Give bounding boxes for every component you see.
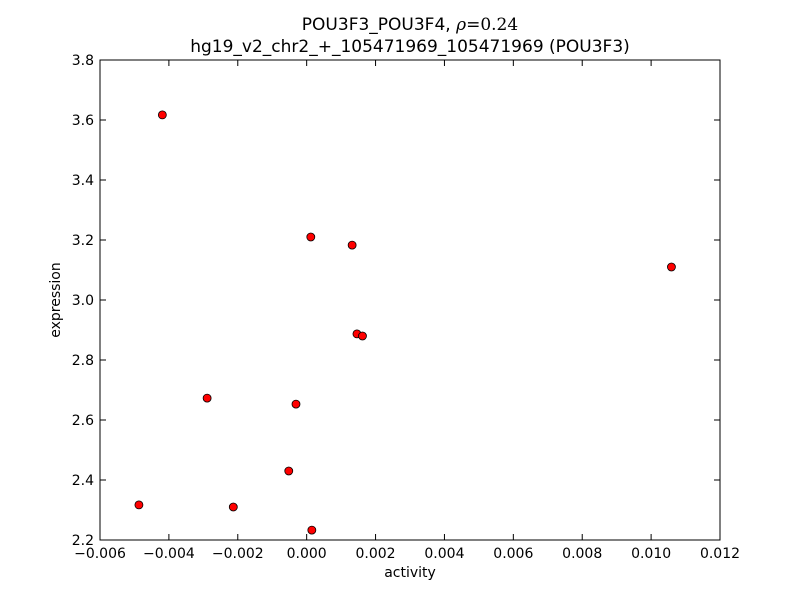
x-tick-label: 0.010 — [631, 546, 671, 562]
x-tick-label: 0.006 — [493, 546, 533, 562]
data-point — [307, 525, 317, 535]
y-tick-label: 3.4 — [72, 173, 94, 189]
plot-area — [99, 59, 721, 541]
data-point — [134, 500, 144, 510]
y-axis: 2.2 2.4 2.6 2.8 3.0 3.2 3.4 3.6 3.8 — [72, 53, 720, 549]
y-tick-label: 2.4 — [72, 473, 94, 489]
data-point — [157, 110, 167, 120]
plot-frame — [99, 59, 721, 541]
x-tick-label: 0.002 — [356, 546, 396, 562]
y-tick-label: 3.6 — [72, 113, 94, 129]
y-tick-label: 2.6 — [72, 413, 94, 429]
x-tick-label: 0.000 — [287, 546, 327, 562]
data-point — [667, 262, 676, 272]
data-point — [358, 331, 367, 341]
data-point — [202, 393, 212, 403]
data-points — [134, 110, 676, 535]
x-axis-label: activity — [384, 565, 436, 581]
data-point — [284, 466, 294, 476]
rho-value: 0.24 — [480, 15, 518, 35]
data-point — [228, 502, 238, 512]
x-tick-label: −0.006 — [74, 546, 126, 562]
y-tick-label: 3.0 — [72, 293, 94, 309]
data-point — [347, 240, 357, 250]
chart-subtitle: hg19_v2_chr2_+_105471969_105471969 (POU3… — [190, 37, 630, 57]
y-axis-label: expression — [48, 262, 64, 338]
data-point — [306, 232, 316, 242]
y-tick-label: 3.2 — [72, 233, 94, 249]
chart-title: POU3F3_POU3F4, ρ=0.24 — [302, 15, 518, 35]
y-tick-label: 2.8 — [72, 353, 94, 369]
chart-title-main: POU3F3_POU3F4, — [302, 15, 456, 35]
y-tick-label: 2.2 — [72, 533, 94, 549]
x-tick-label: 0.004 — [424, 546, 464, 562]
x-axis: −0.006 −0.004 −0.002 0.000 0.002 0.004 0.006 0.… — [74, 60, 740, 562]
rho-symbol: ρ — [455, 15, 466, 35]
data-point — [291, 399, 301, 409]
x-tick-label: −0.004 — [143, 546, 195, 562]
x-tick-label: 0.008 — [562, 546, 602, 562]
x-tick-label: −0.002 — [212, 546, 264, 562]
rho-equals: = — [466, 15, 480, 35]
y-tick-label: 3.8 — [72, 53, 94, 69]
x-tick-label: 0.012 — [700, 546, 740, 562]
